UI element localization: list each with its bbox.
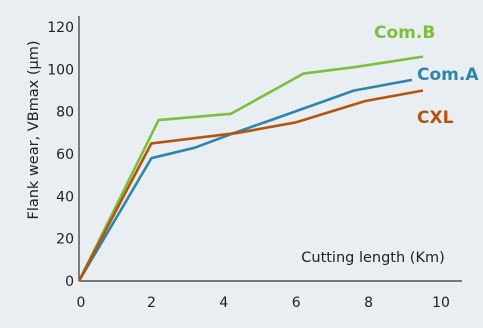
series-label-com-a: Com.A bbox=[417, 65, 479, 85]
y-axis-title: Flank wear, VBmax (μm) bbox=[26, 40, 42, 219]
x-axis-title: Cutting length (Km) bbox=[301, 250, 445, 266]
x-tick-label: 2 bbox=[147, 295, 156, 311]
y-tick-label: 120 bbox=[47, 20, 74, 36]
x-tick-labels: 0 2 4 6 8 10 bbox=[77, 295, 450, 311]
y-tick-label: 0 bbox=[65, 274, 74, 290]
series-label-com-b: Com.B bbox=[374, 23, 435, 43]
y-tick-label: 40 bbox=[56, 189, 74, 205]
series-labels: Com.B Com.A CXL bbox=[374, 23, 479, 128]
axes bbox=[78, 16, 462, 282]
series-line-com-b bbox=[77, 55, 424, 282]
y-tick-label: 60 bbox=[56, 147, 74, 163]
y-tick-label: 20 bbox=[56, 232, 74, 248]
series-group bbox=[77, 55, 424, 282]
x-tick-label: 10 bbox=[432, 295, 450, 311]
x-tick-label: 8 bbox=[364, 295, 373, 311]
x-tick-label: 6 bbox=[292, 295, 301, 311]
y-tick-label: 80 bbox=[56, 105, 74, 121]
y-tick-labels: 0 20 40 60 80 100 120 bbox=[47, 20, 74, 290]
y-tick-label: 100 bbox=[47, 62, 74, 78]
series-line-cxl bbox=[77, 89, 424, 282]
series-label-cxl: CXL bbox=[417, 108, 454, 128]
x-tick-label: 4 bbox=[219, 295, 228, 311]
x-tick-label: 0 bbox=[77, 295, 86, 311]
